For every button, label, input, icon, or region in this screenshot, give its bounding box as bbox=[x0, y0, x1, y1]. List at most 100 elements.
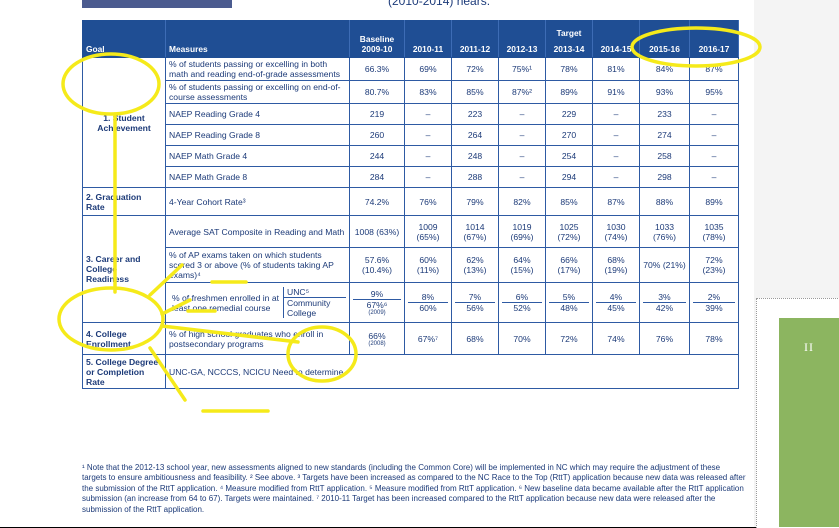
target-value: 3% bbox=[658, 292, 671, 302]
target-cell: 87% bbox=[592, 187, 640, 216]
measure-cell: Average SAT Composite in Reading and Mat… bbox=[165, 215, 350, 248]
target-cell: 1009 (65%) bbox=[404, 215, 452, 248]
target-cell: 75%¹ bbox=[498, 57, 546, 81]
target-cell: 91% bbox=[592, 80, 640, 104]
header-year-7: 2016-17 bbox=[689, 20, 739, 58]
measure-cell: NAEP Math Grade 4 bbox=[165, 145, 350, 167]
target-value: 4% bbox=[609, 292, 623, 302]
measure-cell: % of high school graduates who enroll in… bbox=[165, 322, 350, 355]
target-cell: 88% bbox=[639, 187, 690, 216]
target-value: 42% bbox=[643, 302, 686, 313]
target-cell: – bbox=[592, 166, 640, 188]
document-page: (2010-2014) hears. Goal Measures Baselin… bbox=[0, 0, 754, 527]
goal-cell: 4. College Enrollment bbox=[82, 322, 166, 355]
measure-cell: NAEP Math Grade 8 bbox=[165, 166, 350, 188]
target-cell: – bbox=[498, 166, 546, 188]
target-cell: – bbox=[592, 145, 640, 167]
table-row: 5. College Degree or Completion Rate UNC-… bbox=[82, 354, 739, 389]
target-cell: 85% bbox=[451, 80, 499, 104]
baseline-cell: 9% 67%⁶ (2009) bbox=[349, 282, 405, 323]
baseline-cell: 80.7% bbox=[349, 80, 405, 104]
target-cell: 288 bbox=[451, 166, 499, 188]
target-cell: – bbox=[592, 124, 640, 146]
target-cell: 76% bbox=[639, 322, 690, 355]
header-year-4: 2013-14 bbox=[553, 44, 585, 54]
target-cell: 7% 56% bbox=[451, 282, 499, 323]
target-cell: 83% bbox=[404, 80, 452, 104]
table-row: 3. Career and College Readiness Average S… bbox=[82, 215, 739, 323]
target-cell: 254 bbox=[545, 145, 593, 167]
target-cell: 1019 (69%) bbox=[498, 215, 546, 248]
target-value: 56% bbox=[455, 302, 495, 313]
target-cell: 1030 (74%) bbox=[592, 215, 640, 248]
baseline-value: 67%⁶ bbox=[366, 300, 388, 310]
header-target: Target bbox=[556, 28, 582, 38]
target-cell: 3% 42% bbox=[639, 282, 690, 323]
table-row: 1. Student Achievement% of students pass… bbox=[82, 57, 739, 188]
measure-cell-split: % of freshmen enrolled in at least one r… bbox=[165, 282, 350, 323]
target-cell: 274 bbox=[639, 124, 690, 146]
header-measures: Measures bbox=[165, 20, 350, 58]
target-value: 8% bbox=[421, 292, 435, 302]
target-cell: 68% bbox=[451, 322, 499, 355]
target-cell: 1025 (72%) bbox=[545, 215, 593, 248]
target-cell: 89% bbox=[545, 80, 593, 104]
target-cell: 258 bbox=[639, 145, 690, 167]
baseline-cell: 284 bbox=[349, 166, 405, 188]
target-cell: – bbox=[498, 124, 546, 146]
target-cell: 294 bbox=[545, 166, 593, 188]
baseline-cell: 244 bbox=[349, 145, 405, 167]
target-cell: 72% (23%) bbox=[689, 247, 739, 283]
target-value: 48% bbox=[549, 302, 589, 313]
header-target-cell: Target 2013-14 bbox=[545, 20, 593, 58]
target-cell: 74% bbox=[592, 322, 640, 355]
sub-label-unc: UNC⁵ bbox=[287, 287, 310, 297]
measure-cell: 4-Year Cohort Rate³ bbox=[165, 187, 350, 216]
table-row: % of freshmen enrolled in at least one r… bbox=[83, 282, 739, 323]
target-cell: 66% (17%) bbox=[545, 247, 593, 283]
target-cell: 95% bbox=[689, 80, 739, 104]
target-cell: 67%⁷ bbox=[404, 322, 452, 355]
baseline-cell: 66% (2008) bbox=[349, 322, 405, 355]
target-cell: 264 bbox=[451, 124, 499, 146]
target-cell: 76% bbox=[404, 187, 452, 216]
table-row: 2. Graduation Rate 4-Year Cohort Rate³ 74.… bbox=[82, 187, 739, 216]
target-value: 7% bbox=[468, 292, 482, 302]
target-value: 39% bbox=[693, 302, 735, 313]
target-cell: 78% bbox=[689, 322, 739, 355]
header-baseline: Baseline 2009-10 bbox=[349, 20, 405, 58]
header-year-3-cell: 2012-13 bbox=[498, 20, 546, 58]
target-cell: 82% bbox=[498, 187, 546, 216]
target-cell: 229 bbox=[545, 103, 593, 125]
measure-cell: % of students passing or excelling in bo… bbox=[165, 57, 350, 81]
table-row: % of AP exams taken on which students sc… bbox=[83, 247, 739, 283]
target-cell: 79% bbox=[451, 187, 499, 216]
baseline-value: 66% bbox=[368, 330, 386, 341]
target-cell: 223 bbox=[451, 103, 499, 125]
target-cell: 85% bbox=[545, 187, 593, 216]
table-row: NAEP Math Grade 8 284–288–294–298– bbox=[83, 166, 739, 188]
target-cell: 233 bbox=[639, 103, 690, 125]
goal-cell: 1. Student Achievement bbox=[82, 57, 166, 188]
target-cell: – bbox=[404, 145, 452, 167]
sub-label-cc: Community College bbox=[284, 297, 346, 318]
target-cell: – bbox=[689, 124, 739, 146]
header-year-2: 2011-12 bbox=[451, 20, 499, 58]
target-cell: – bbox=[689, 103, 739, 125]
target-cell: 64% (15%) bbox=[498, 247, 546, 283]
target-value: 5% bbox=[562, 292, 576, 302]
target-cell: 4% 45% bbox=[592, 282, 640, 323]
footnote-text: ¹ Note that the 2012-13 school year, new… bbox=[82, 463, 746, 514]
header-goal: Goal bbox=[82, 20, 166, 58]
target-cell: 1014 (67%) bbox=[451, 215, 499, 248]
top-note: (2010-2014) hears. bbox=[388, 0, 491, 8]
target-cell: 70% (21%) bbox=[639, 247, 690, 283]
target-cell: 270 bbox=[545, 124, 593, 146]
goal-cell: 3. Career and College Readiness bbox=[82, 215, 166, 323]
baseline-cell: 219 bbox=[349, 103, 405, 125]
target-cell: 84% bbox=[639, 57, 690, 81]
target-cell: 1035 (78%) bbox=[689, 215, 739, 248]
header-year-6: 2015-16 bbox=[639, 20, 690, 58]
baseline-cell: 74.2% bbox=[349, 187, 405, 216]
table-row: % of students passing or excelling on en… bbox=[83, 80, 739, 104]
